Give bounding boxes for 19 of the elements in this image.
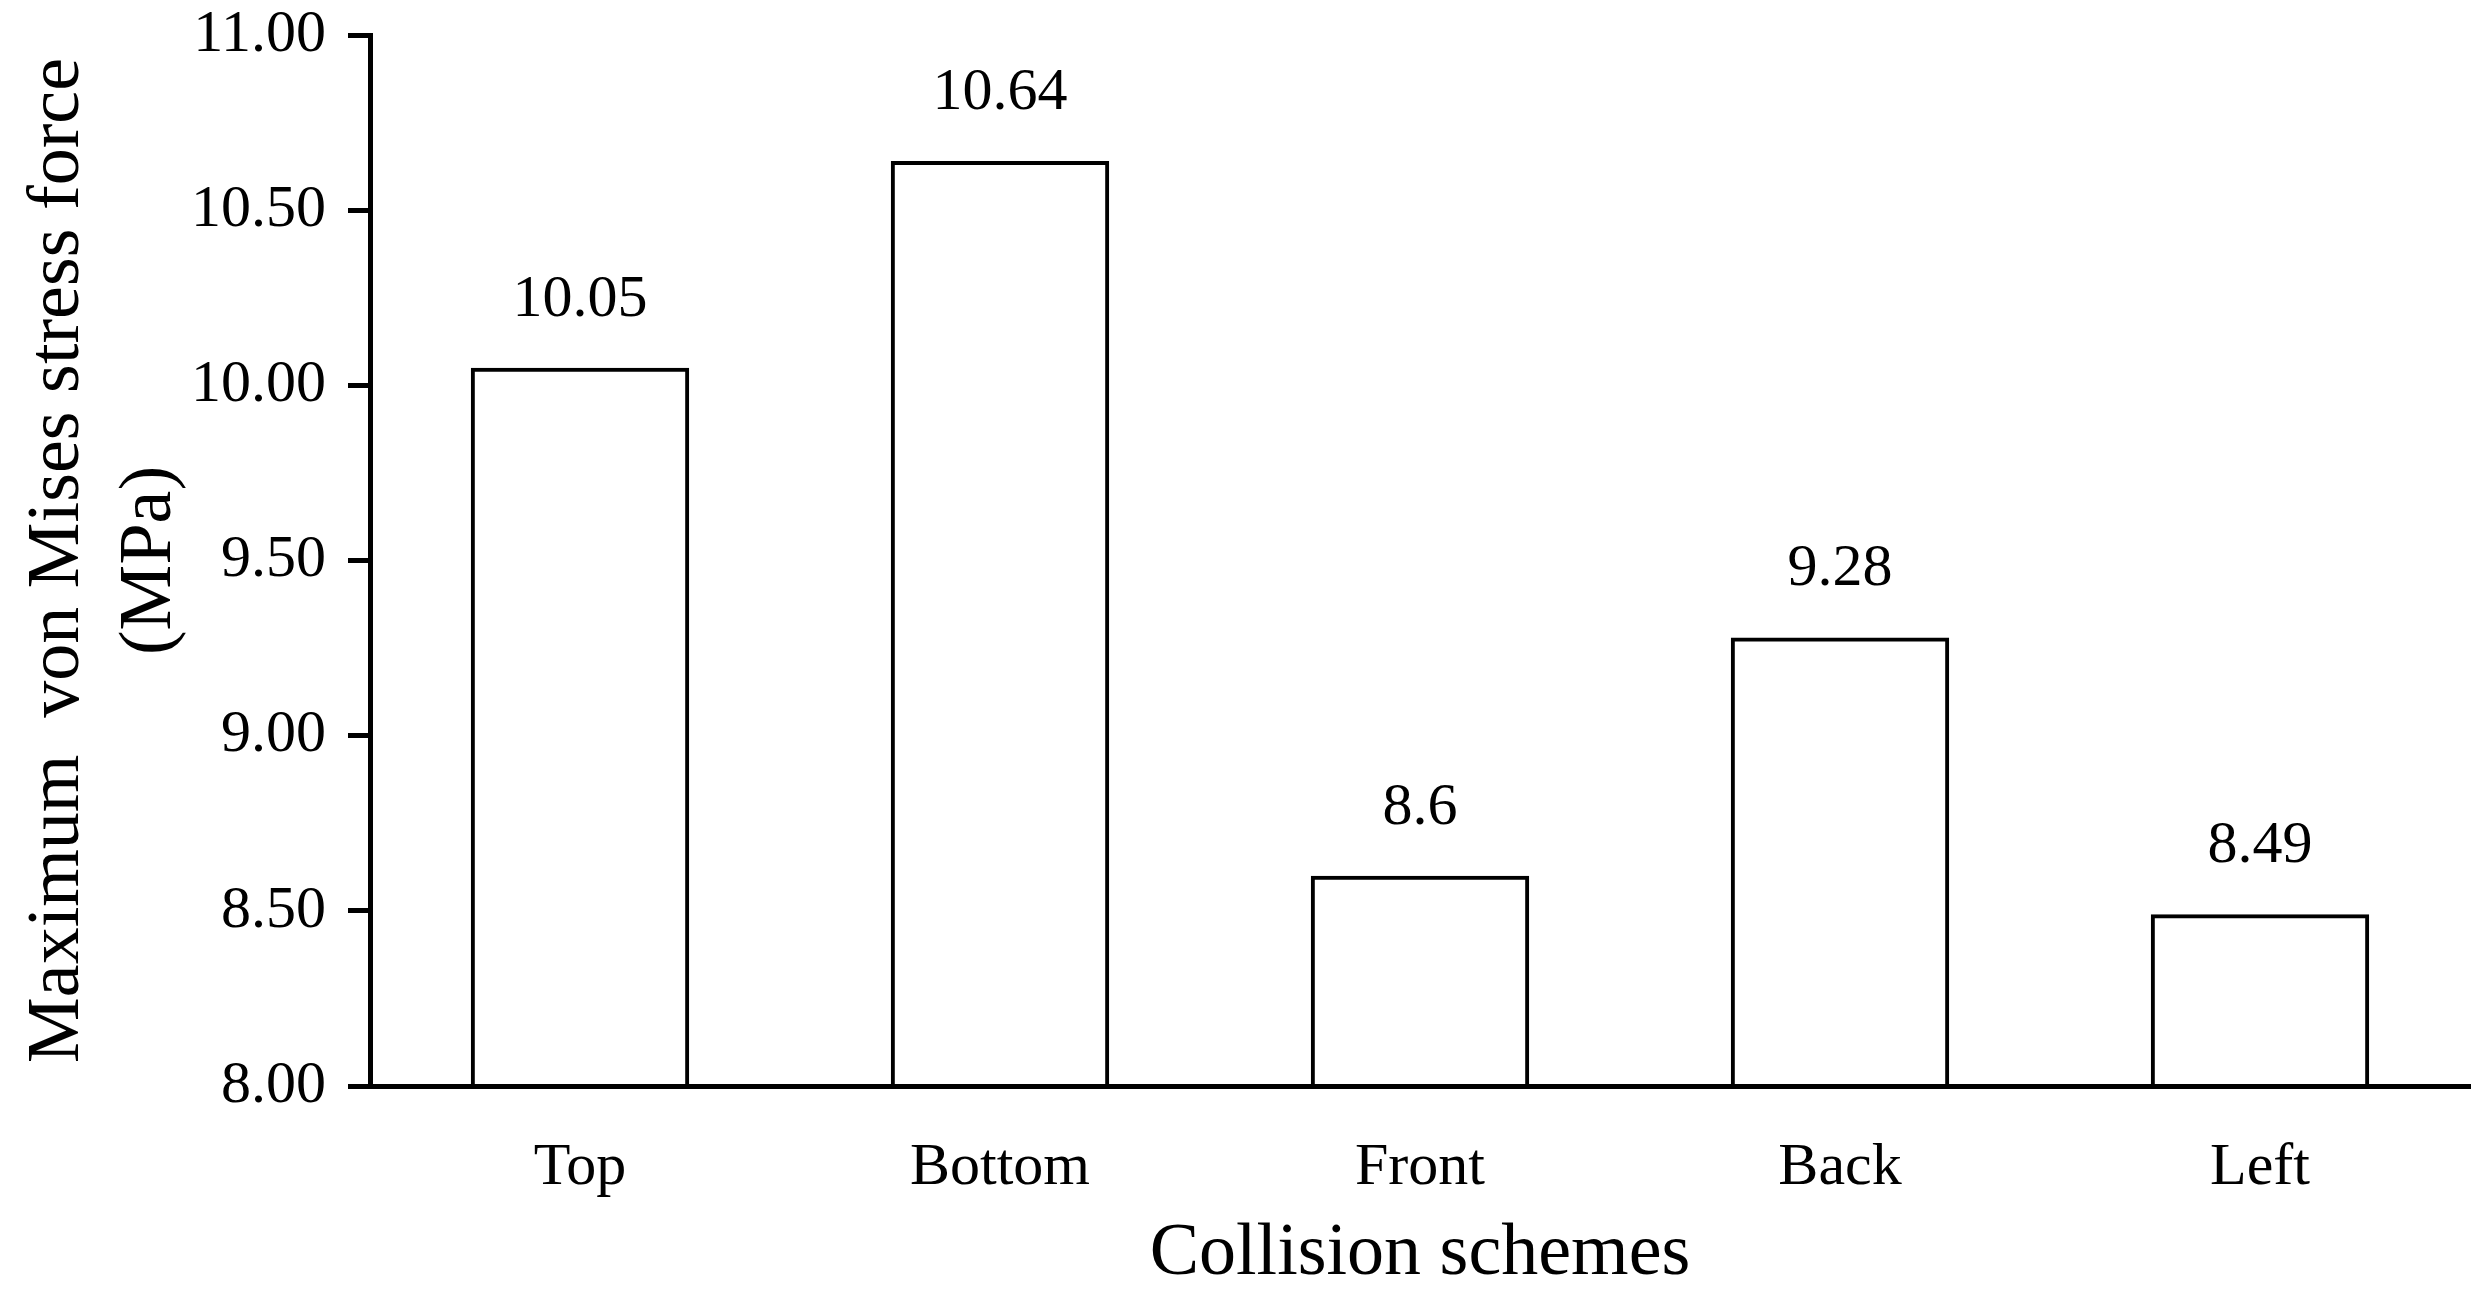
data-label: 10.64 [932,55,1068,122]
y-axis-title: Maximum von Mises stress force (MPa) [11,57,187,1064]
y-tick-label: 10.50 [191,172,326,239]
y-tick-label: 9.00 [221,698,326,765]
x-tick-label: Left [2210,1130,2311,1197]
x-tick-label: Front [1354,1130,1486,1197]
x-tick-label: Back [1778,1130,1902,1197]
y-tick-label: 11.00 [193,0,326,64]
data-label: 8.49 [2207,809,2313,876]
y-tick-label: 9.50 [221,523,326,590]
x-tick-label: Bottom [909,1130,1091,1197]
y-tick-label: 10.00 [191,348,326,415]
x-tick-label: Top [533,1130,627,1197]
data-label: 10.05 [512,262,648,329]
x-axis-title: Collision schemes [1149,1208,1691,1291]
data-label: 9.28 [1787,532,1893,599]
y-tick-label: 8.50 [221,873,326,940]
y-tick-label: 8.00 [221,1048,326,1115]
data-label: 8.6 [1382,770,1458,837]
